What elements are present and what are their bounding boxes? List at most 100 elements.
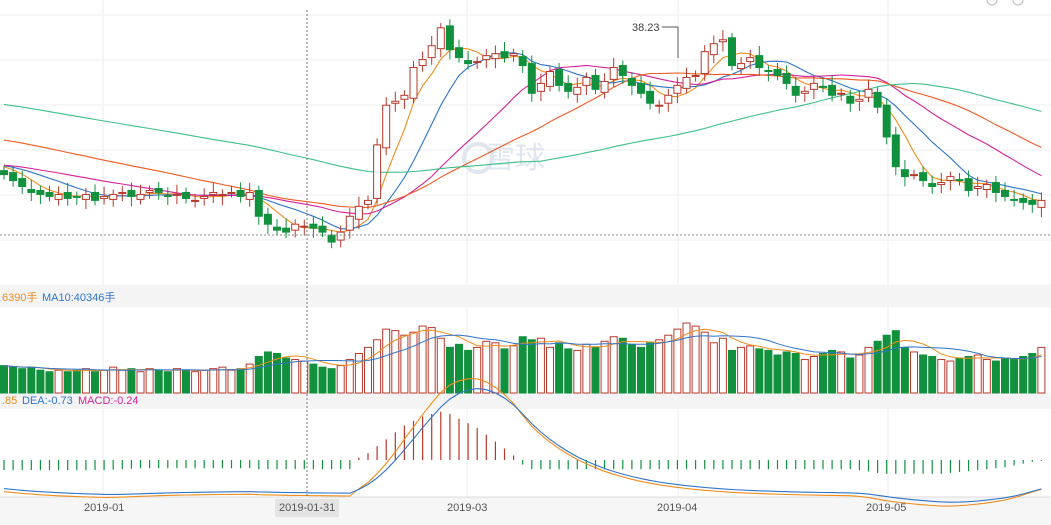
volume-bar <box>709 342 718 394</box>
volume-bar <box>145 368 154 394</box>
candle-body <box>418 59 427 67</box>
volume-bar <box>809 356 818 394</box>
candle-body <box>1019 197 1028 203</box>
candle-body <box>300 225 309 228</box>
candle <box>864 79 873 103</box>
candle <box>718 30 727 52</box>
candle-body <box>1010 198 1019 201</box>
candle <box>1001 182 1009 202</box>
candle <box>364 195 372 210</box>
candle-body <box>473 61 482 64</box>
volume-bar <box>728 349 736 394</box>
date-label-crosshair: 2019-01-31 <box>279 502 335 514</box>
volume-bar <box>955 357 964 394</box>
candle <box>455 39 463 63</box>
volume-bar <box>327 368 336 394</box>
candle <box>336 225 345 248</box>
candle-body <box>864 88 873 98</box>
candle <box>928 175 937 194</box>
volume-bar <box>591 346 600 394</box>
candle <box>536 73 545 102</box>
volume-bar <box>236 368 245 394</box>
watermark-icon <box>462 142 494 174</box>
candle <box>546 66 554 92</box>
volume-bar <box>263 351 272 394</box>
candle <box>982 179 991 199</box>
volume-bar <box>1028 352 1037 394</box>
candle <box>182 187 190 204</box>
candle-body <box>764 70 773 73</box>
candle <box>209 182 218 203</box>
candle-body <box>18 178 27 188</box>
volume-bar <box>18 368 27 394</box>
candle <box>819 78 827 93</box>
candle-body <box>746 57 755 63</box>
volume-bar <box>218 366 227 394</box>
candle <box>1019 193 1028 210</box>
volume-ma5-label: 6390手 <box>2 292 38 304</box>
candle <box>1010 189 1019 207</box>
candle-body <box>882 104 891 138</box>
candle-body <box>910 174 918 177</box>
candle <box>700 45 709 81</box>
volume-bar <box>882 334 891 394</box>
candle-body <box>191 199 200 202</box>
macd-value-label: MACD:-0.24 <box>78 395 139 407</box>
candle-body <box>546 70 554 87</box>
volume-bar <box>646 342 655 394</box>
volume-bar <box>828 349 837 394</box>
candle <box>109 189 118 207</box>
macd-dea-label: DEA:-0.73 <box>22 395 73 407</box>
candle <box>136 184 145 205</box>
candle <box>382 97 391 156</box>
candle <box>837 88 846 101</box>
candle-body <box>564 82 573 92</box>
candle-body <box>172 193 181 196</box>
volume-bar <box>509 345 518 394</box>
candle-body <box>1001 189 1009 197</box>
candle <box>172 184 181 205</box>
date-label-apr: 2019-04 <box>657 502 697 514</box>
candle <box>236 182 245 203</box>
candle-body <box>127 189 136 197</box>
candle <box>646 81 655 110</box>
candle-body <box>27 188 36 193</box>
candle <box>218 189 227 206</box>
candle <box>309 216 318 238</box>
candle <box>27 179 36 201</box>
volume-bar <box>609 336 618 394</box>
candle <box>955 173 964 186</box>
candle <box>473 56 482 69</box>
candle-body <box>573 86 582 95</box>
date-label-mar: 2019-03 <box>447 502 487 514</box>
candle-body <box>982 184 991 190</box>
volume-bar <box>564 348 573 394</box>
candle-body <box>200 195 209 199</box>
candle <box>627 71 636 96</box>
volume-bar <box>1010 359 1019 394</box>
chart-tools-icon[interactable] <box>986 0 1024 6</box>
volume-bar <box>72 369 81 394</box>
volume-bar <box>382 328 391 394</box>
volume-bar <box>655 339 664 394</box>
candle-body <box>527 63 536 94</box>
date-axis-band <box>0 497 1051 525</box>
volume-bar <box>837 351 846 394</box>
candle-body <box>291 223 300 231</box>
candle-body <box>436 27 445 50</box>
volume-bar <box>791 352 800 394</box>
candle-body <box>227 191 236 194</box>
candle <box>991 176 1000 203</box>
candle <box>500 41 509 63</box>
candle-body <box>364 199 372 205</box>
candle-body <box>819 85 827 88</box>
volume-bar <box>1019 356 1028 394</box>
date-label-may: 2019-05 <box>866 502 906 514</box>
candle-body <box>245 191 254 200</box>
candle-body <box>928 183 937 188</box>
candle <box>800 86 809 102</box>
candle-body <box>382 104 391 149</box>
candle-body <box>809 82 818 90</box>
candle <box>673 77 682 104</box>
